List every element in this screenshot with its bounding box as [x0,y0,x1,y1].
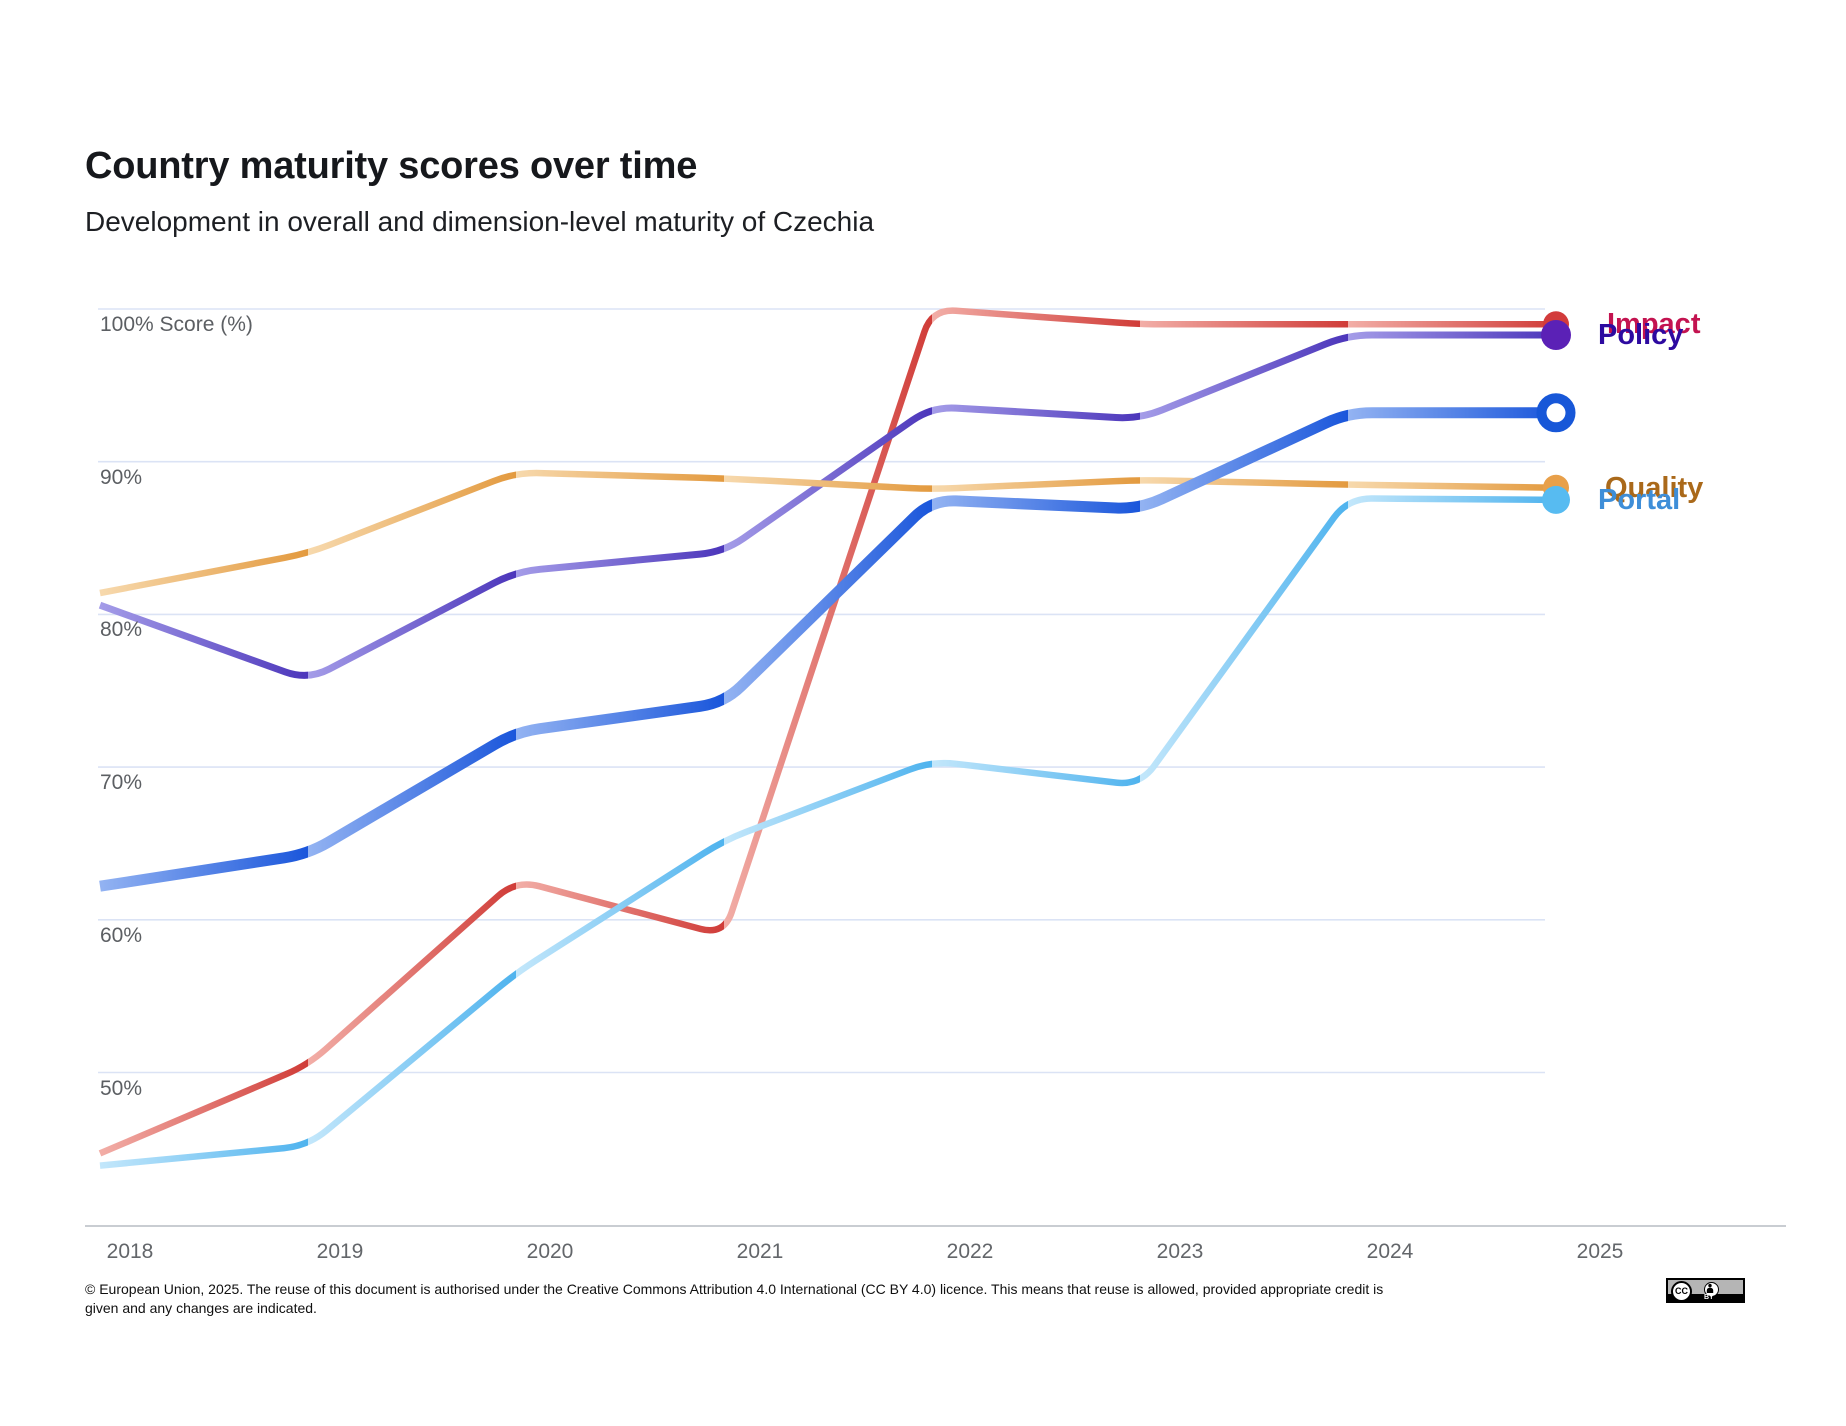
series-line-impact [98,307,1556,1157]
y-tick-label-90: 90% [100,466,143,489]
x-tick-label-2021: 2021 [736,1240,784,1263]
x-tick-label-2024: 2024 [1366,1240,1414,1263]
footer-copyright-line1: © European Union, 2025. The reuse of thi… [85,1281,1384,1297]
series-line-overall [99,407,1556,892]
attribution-person-icon [1704,1282,1719,1297]
cc-badge-strip [1668,1294,1743,1301]
legend-label-policy: Policy [1598,319,1684,351]
y-tick-label-100: 100% Score (%) [100,313,253,336]
page-title: Country maturity scores over time [85,145,698,187]
x-tick-label-2022: 2022 [946,1240,994,1263]
x-tick-label-2025: 2025 [1576,1240,1624,1263]
x-tick-label-2018: 2018 [106,1240,154,1263]
series-line-policy [98,331,1556,679]
legend-label-impact: Impact [1607,308,1701,340]
footer-copyright-line2: given and any changes are indicated. [85,1300,317,1316]
series-line-portal [99,495,1557,1169]
x-tick-label-2020: 2020 [526,1240,574,1263]
y-tick-label-80: 80% [100,618,143,641]
x-tick-label-2019: 2019 [316,1240,364,1263]
y-tick-label-70: 70% [100,771,143,794]
series-end-marker-policy [1541,320,1571,350]
y-tick-label-50: 50% [100,1077,143,1100]
cc-by-licence-badge: CC BY [1666,1278,1745,1303]
page-subtitle: Development in overall and dimension-lev… [85,206,875,237]
series-end-marker-portal [1542,485,1570,514]
y-tick-label-60: 60% [100,924,143,947]
cc-by-text: BY [1704,1294,1714,1301]
x-tick-label-2023: 2023 [1156,1240,1204,1263]
series-line-quality [99,469,1557,597]
series-end-marker-overall [1536,393,1576,433]
legend-label-portal: Portal [1598,484,1681,516]
cc-logo-icon: CC [1671,1281,1692,1302]
legend-label-quality: Quality [1605,472,1704,504]
